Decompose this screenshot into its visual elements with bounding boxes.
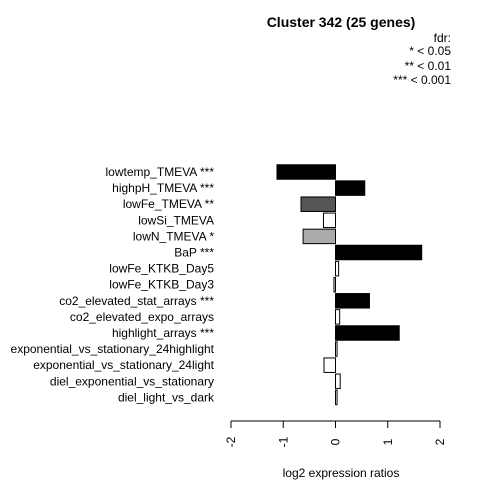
category-label: lowFe_TMEVA ** xyxy=(123,197,214,211)
category-label: co2_elevated_stat_arrays *** xyxy=(59,294,214,308)
bar-11 xyxy=(335,325,400,341)
plot-area: lowtemp_TMEVA *** highpH_TMEVA *** lowFe_T… xyxy=(11,164,423,406)
chart-title: Cluster 342 (25 genes) xyxy=(267,14,416,30)
x-tick-label: -2 xyxy=(224,436,238,447)
x-tick-label: 0 xyxy=(329,438,343,445)
x-tick-label: 2 xyxy=(433,438,447,445)
category-label: highpH_TMEVA *** xyxy=(112,181,214,195)
legend-entry-1: * < 0.05 xyxy=(409,44,451,58)
bar-8 xyxy=(333,276,336,293)
legend-entry-2: ** < 0.01 xyxy=(405,59,452,73)
bar-7 xyxy=(335,260,340,277)
category-label: co2_elevated_expo_arrays xyxy=(70,310,214,324)
category-label: exponential_vs_stationary_24light xyxy=(33,358,214,372)
bar-9 xyxy=(335,293,370,309)
legend-entry-3: *** < 0.001 xyxy=(393,73,451,87)
category-label: BaP *** xyxy=(174,246,214,260)
legend-title: fdr: xyxy=(434,31,451,45)
x-axis: -2 -1 0 1 2 xyxy=(224,420,447,447)
bar-14 xyxy=(335,373,341,390)
category-label: lowtemp_TMEVA *** xyxy=(106,165,215,179)
bar-12 xyxy=(335,341,338,357)
category-label: diel_exponential_vs_stationary xyxy=(50,374,214,388)
category-label: exponential_vs_stationary_24highlight xyxy=(11,342,215,356)
category-label: lowSi_TMEVA xyxy=(138,213,214,227)
bar-15 xyxy=(335,389,338,406)
bar-10 xyxy=(335,309,341,325)
category-label: highlight_arrays *** xyxy=(112,326,214,340)
category-label: lowN_TMEVA * xyxy=(133,229,214,243)
category-label: lowFe_KTKB_Day3 xyxy=(109,278,214,292)
x-axis-label: log2 expression ratios xyxy=(283,466,400,480)
bar-2 xyxy=(335,180,366,196)
bar-6 xyxy=(335,244,423,261)
category-label: lowFe_KTKB_Day5 xyxy=(109,262,214,276)
bar-4 xyxy=(322,212,337,229)
bar-13 xyxy=(323,357,337,373)
x-tick-label: 1 xyxy=(381,438,395,445)
x-tick-label: -1 xyxy=(276,436,290,447)
bar-1 xyxy=(276,164,337,180)
bar-5 xyxy=(302,228,337,245)
bar-3 xyxy=(300,196,337,212)
category-label: diel_light_vs_dark xyxy=(118,390,215,404)
legend: fdr: * < 0.05 ** < 0.01 *** < 0.001 xyxy=(393,31,451,87)
